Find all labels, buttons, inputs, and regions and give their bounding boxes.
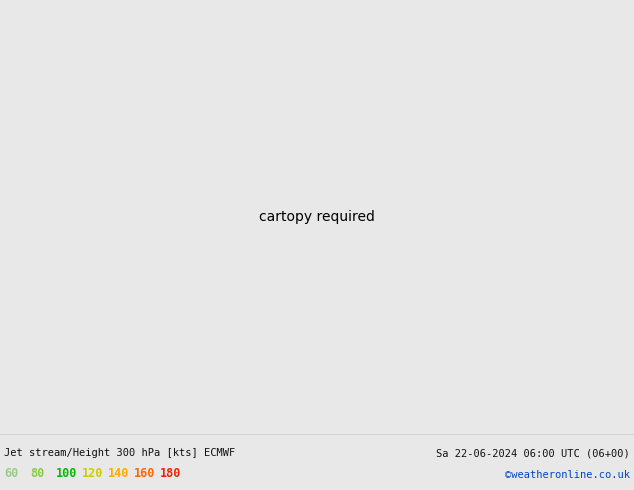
Text: cartopy required: cartopy required [259,210,375,224]
Text: 80: 80 [30,467,44,480]
Text: 180: 180 [160,467,181,480]
Text: Jet stream/Height 300 hPa [kts] ECMWF: Jet stream/Height 300 hPa [kts] ECMWF [4,448,235,459]
Text: 140: 140 [108,467,129,480]
Text: ©weatheronline.co.uk: ©weatheronline.co.uk [505,470,630,480]
Text: 100: 100 [56,467,77,480]
Text: 120: 120 [82,467,103,480]
Text: 160: 160 [134,467,155,480]
Text: 60: 60 [4,467,18,480]
Text: Sa 22-06-2024 06:00 UTC (06+00): Sa 22-06-2024 06:00 UTC (06+00) [436,448,630,459]
